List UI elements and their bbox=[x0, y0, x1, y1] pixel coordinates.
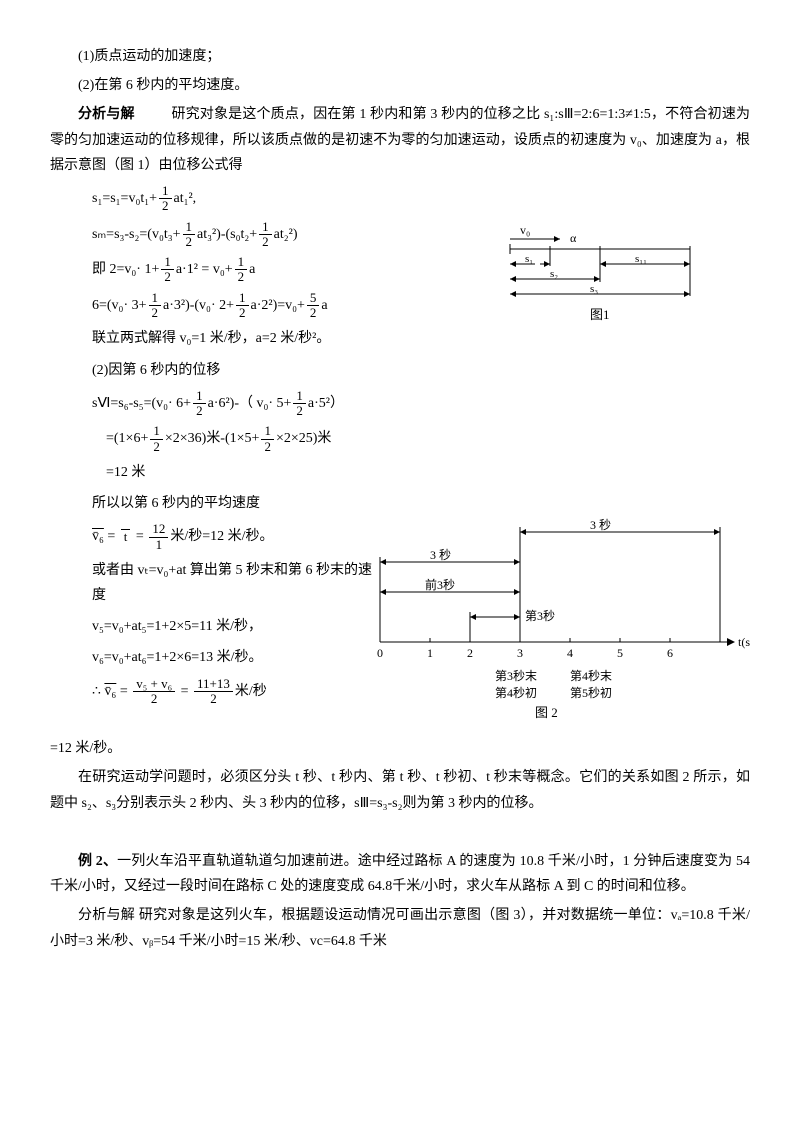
svg-text:第3秒末: 第3秒末 bbox=[495, 669, 537, 683]
example-2-analysis: 分析与解 研究对象是这列火车，根据题设运动情况可画出示意图（图 3），并对数据统… bbox=[50, 903, 750, 953]
d1-a: α bbox=[570, 231, 577, 245]
d1-v0: v₀ bbox=[520, 224, 530, 237]
svg-text:3 秒: 3 秒 bbox=[590, 518, 611, 532]
svg-text:1: 1 bbox=[427, 646, 433, 660]
svg-text:第4秒末: 第4秒末 bbox=[570, 669, 612, 683]
part2-intro: (2)因第 6 秒内的位移 bbox=[92, 358, 750, 383]
d1-s1: s₁ bbox=[525, 253, 533, 265]
d1-s11: s₁₁ bbox=[635, 253, 647, 265]
eq-7: =12 米 bbox=[106, 460, 750, 485]
diagram-2: 3 秒 3 秒 前3秒 第3秒 t(s) 0 1 2 3 4 5 6 bbox=[370, 512, 750, 740]
question-2: (2)在第 6 秒内的平均速度。 bbox=[50, 73, 750, 98]
example-2-label: 例 2、 bbox=[78, 854, 117, 869]
example-2-text: 一列火车沿平直轨道轨道匀加速前进。途中经过路标 A 的速度为 10.8 千米/小… bbox=[50, 854, 750, 894]
document-body: (1)质点运动的加速度； (2)在第 6 秒内的平均速度。 分析与解 研究对象是… bbox=[50, 44, 750, 954]
d1-s3: s₃ bbox=[590, 283, 598, 295]
svg-text:3 秒: 3 秒 bbox=[430, 548, 451, 562]
svg-text:4: 4 bbox=[567, 646, 573, 660]
question-1: (1)质点运动的加速度； bbox=[50, 44, 750, 69]
diagram-1-svg: v₀ α s₁ s₁₁ s₂ s₃ 图1 bbox=[500, 224, 700, 334]
diagram-1: v₀ α s₁ s₁₁ s₂ s₃ 图1 bbox=[500, 224, 700, 342]
svg-text:第3秒: 第3秒 bbox=[525, 609, 555, 623]
conclusion: 在研究运动学问题时，必须区分头 t 秒、t 秒内、第 t 秒、t 秒初、t 秒末… bbox=[50, 765, 750, 815]
eq-6: =(1×6+12×2×36)米-(1×5+12×2×25)米 bbox=[106, 424, 750, 454]
analysis-text: 研究对象是这个质点，因在第 1 秒内和第 3 秒内的位移之比 s₁:sⅢ=2:6… bbox=[50, 107, 750, 172]
analysis-label: 分析与解 bbox=[78, 107, 135, 122]
svg-text:2: 2 bbox=[467, 646, 473, 660]
svg-text:0: 0 bbox=[377, 646, 383, 660]
analysis-paragraph: 分析与解 研究对象是这个质点，因在第 1 秒内和第 3 秒内的位移之比 s₁:s… bbox=[50, 102, 750, 178]
svg-text:图 2: 图 2 bbox=[535, 705, 558, 720]
diagram-2-container: 3 秒 3 秒 前3秒 第3秒 t(s) 0 1 2 3 4 5 6 bbox=[50, 512, 750, 732]
svg-text:6: 6 bbox=[667, 646, 673, 660]
svg-text:第5秒初: 第5秒初 bbox=[570, 686, 612, 700]
d1-caption: 图1 bbox=[590, 307, 610, 322]
svg-text:t(s): t(s) bbox=[738, 635, 750, 649]
svg-text:5: 5 bbox=[617, 646, 623, 660]
eq-1: s₁=s₁=v₀t₁+12at₁², bbox=[92, 184, 750, 214]
svg-text:3: 3 bbox=[517, 646, 523, 660]
example-2: 例 2、一列火车沿平直轨道轨道匀加速前进。途中经过路标 A 的速度为 10.8 … bbox=[50, 849, 750, 899]
eq-5: sⅥ=s₆-s₅=(v₀· 6+12a·6²)-（ v₀· 5+12a·5²） bbox=[92, 389, 750, 419]
diagram-2-svg: 3 秒 3 秒 前3秒 第3秒 t(s) 0 1 2 3 4 5 6 bbox=[370, 512, 750, 732]
svg-text:前3秒: 前3秒 bbox=[425, 577, 455, 592]
d1-s2: s₂ bbox=[550, 268, 558, 280]
eq-12: =12 米/秒。 bbox=[50, 736, 750, 761]
svg-text:第4秒初: 第4秒初 bbox=[495, 686, 537, 700]
